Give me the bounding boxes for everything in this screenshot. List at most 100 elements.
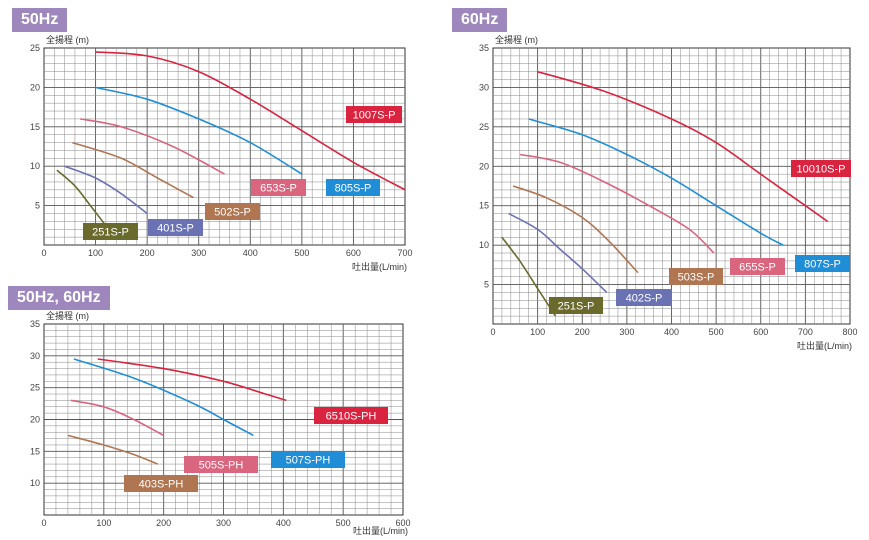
x-tick-label: 500 — [709, 327, 724, 337]
x-tick-label: 700 — [397, 248, 412, 258]
x-tick-label: 100 — [530, 327, 545, 337]
x-tick-label: 300 — [619, 327, 634, 337]
x-tick-label: 400 — [276, 518, 291, 528]
series-label: 1007S-P — [353, 110, 396, 122]
series-label: 507S-PH — [286, 455, 331, 467]
y-axis-title: 全揚程 (m) — [46, 310, 89, 321]
y-tick-label: 30 — [479, 82, 489, 92]
y-tick-label: 25 — [479, 122, 489, 132]
y-tick-label: 25 — [30, 383, 40, 393]
series-label-box — [549, 297, 603, 314]
series-line-6510s-ph — [97, 358, 287, 402]
x-tick-label: 200 — [575, 327, 590, 337]
y-tick-label: 15 — [479, 201, 489, 211]
x-tick-label: 100 — [88, 248, 103, 258]
series-label: 807S-P — [804, 259, 841, 271]
x-tick-label: 0 — [41, 518, 46, 528]
x-tick-label: 300 — [216, 518, 231, 528]
series-line-403s-ph — [67, 434, 158, 465]
y-tick-label: 20 — [479, 161, 489, 171]
x-tick-label: 300 — [191, 248, 206, 258]
y-tick-label: 35 — [479, 43, 489, 53]
series-line-805s-p — [95, 86, 303, 175]
x-tick-label: 200 — [156, 518, 171, 528]
series-label-box — [271, 451, 345, 468]
series-label: 503S-P — [678, 272, 715, 284]
series-label: 251S-P — [92, 227, 129, 239]
x-tick-label: 400 — [664, 327, 679, 337]
series-line-10010s-p — [537, 70, 829, 223]
series-label: 505S-PH — [199, 460, 244, 472]
y-tick-label: 20 — [30, 82, 40, 92]
x-tick-label: 700 — [798, 327, 813, 337]
series-label-box — [314, 407, 388, 424]
y-tick-label: 5 — [35, 201, 40, 211]
y-tick-label: 20 — [30, 415, 40, 425]
x-tick-label: 800 — [842, 327, 857, 337]
series-label-box — [795, 255, 850, 272]
series-label-box — [205, 203, 260, 220]
x-tick-label: 100 — [96, 518, 111, 528]
x-tick-label: 400 — [243, 248, 258, 258]
x-axis-title: 吐出量(L/min) — [353, 525, 408, 536]
series-label: 502S-P — [214, 207, 251, 219]
series-label: 653S-P — [260, 183, 297, 195]
y-tick-label: 10 — [30, 478, 40, 488]
x-tick-label: 500 — [336, 518, 351, 528]
series-label: 655S-P — [739, 262, 776, 274]
series-line-251s-p — [56, 169, 110, 230]
panel-title-50hz-60hz: 50Hz, 60Hz — [8, 286, 110, 310]
y-tick-label: 5 — [484, 280, 489, 290]
x-tick-label: 0 — [490, 327, 495, 337]
series-label-box — [251, 179, 306, 196]
series-label-box — [124, 475, 198, 492]
series-label-box — [730, 258, 785, 275]
series-label-box — [669, 268, 723, 285]
series-label: 401S-P — [157, 223, 194, 235]
y-tick-label: 15 — [30, 122, 40, 132]
series-line-1007s-p — [95, 51, 406, 191]
series-label-box — [83, 223, 138, 240]
series-label: 403S-PH — [139, 479, 184, 491]
series-label-box — [184, 456, 258, 473]
series-label: 805S-P — [335, 183, 372, 195]
series-label: 402S-P — [626, 293, 663, 305]
y-tick-label: 10 — [479, 240, 489, 250]
series-label: 251S-P — [558, 301, 595, 313]
grid — [493, 48, 850, 324]
series-line-807s-p — [528, 118, 784, 246]
series-label-box — [791, 160, 851, 177]
y-tick-label: 15 — [30, 446, 40, 456]
series-label-box — [326, 179, 380, 196]
series-line-653s-p — [79, 118, 225, 175]
panel-title-50hz: 50Hz — [12, 8, 68, 32]
x-tick-label: 500 — [294, 248, 309, 258]
x-axis-title: 吐出量(L/min) — [352, 261, 407, 272]
series-line-401s-p — [64, 165, 148, 215]
y-tick-label: 35 — [30, 319, 40, 329]
series-label-box — [346, 106, 402, 123]
series-line-251s-p — [501, 236, 557, 317]
x-tick-label: 600 — [753, 327, 768, 337]
x-tick-label: 0 — [41, 248, 46, 258]
series-label-box — [616, 289, 672, 306]
series-line-507s-ph — [73, 358, 254, 437]
x-axis-title: 吐出量(L/min) — [797, 340, 852, 351]
series-line-402s-p — [508, 212, 608, 294]
y-tick-label: 25 — [30, 43, 40, 53]
series-line-655s-p — [519, 153, 715, 254]
y-axis-title: 全揚程 (m) — [46, 34, 89, 45]
x-tick-label: 200 — [140, 248, 155, 258]
series-label: 10010S-P — [797, 164, 846, 176]
series-line-503s-p — [512, 185, 639, 274]
y-axis-title: 全揚程 (m) — [495, 34, 538, 45]
panel-title-60hz: 60Hz — [452, 8, 508, 32]
x-tick-label: 600 — [395, 518, 410, 528]
series-line-502s-p — [72, 141, 194, 199]
x-tick-label: 600 — [346, 248, 361, 258]
series-line-505s-ph — [70, 399, 165, 437]
series-label-box — [148, 219, 203, 236]
